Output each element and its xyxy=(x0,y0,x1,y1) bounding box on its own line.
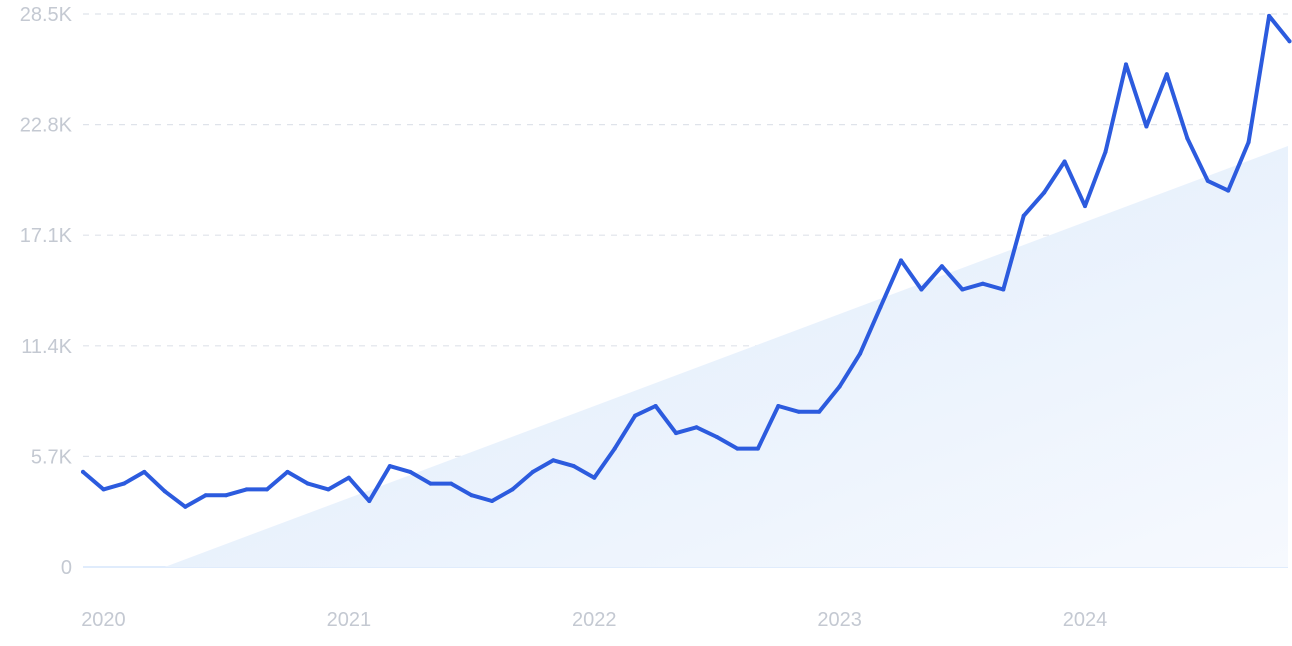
data-point xyxy=(796,409,801,414)
data-point xyxy=(837,384,842,389)
x-axis-ticks: 2020 2021 2022 2023 2024 xyxy=(81,609,1107,631)
trend-area xyxy=(164,145,1288,568)
data-point xyxy=(1287,39,1292,44)
x-tick-label: 2023 xyxy=(817,609,862,631)
data-point xyxy=(510,487,515,492)
series-line xyxy=(81,13,1292,509)
y-tick-label: 28.5K xyxy=(20,4,73,26)
data-point xyxy=(571,464,576,469)
data-point xyxy=(633,413,638,418)
data-point xyxy=(101,487,106,492)
data-point xyxy=(530,469,535,474)
data-point xyxy=(224,493,229,498)
data-point xyxy=(1042,190,1047,195)
data-point xyxy=(1185,136,1190,141)
data-point xyxy=(694,425,699,430)
data-point xyxy=(490,499,494,503)
y-tick-label: 5.7K xyxy=(31,446,73,468)
data-point xyxy=(1246,140,1251,145)
data-point xyxy=(1021,213,1026,218)
x-tick-label: 2022 xyxy=(572,609,617,631)
x-tick-label: 2020 xyxy=(81,609,126,631)
data-point xyxy=(776,404,781,408)
data-point xyxy=(1103,149,1108,154)
data-point xyxy=(612,446,617,451)
data-point xyxy=(367,499,372,503)
data-point xyxy=(449,481,454,486)
x-tick-label: 2024 xyxy=(1063,609,1108,631)
y-tick-label: 11.4K xyxy=(21,336,72,358)
data-point xyxy=(735,446,740,451)
data-point xyxy=(858,351,863,356)
data-point xyxy=(674,431,678,436)
data-point xyxy=(203,493,208,498)
data-point xyxy=(285,469,290,474)
data-point xyxy=(183,504,188,509)
data-point xyxy=(960,287,965,292)
data-point xyxy=(81,469,85,474)
data-point xyxy=(1083,204,1087,209)
data-point xyxy=(1001,287,1006,292)
data-point xyxy=(1164,72,1169,77)
data-point xyxy=(346,475,351,480)
y-tick-label: 22.8K xyxy=(20,115,73,137)
data-point xyxy=(1205,178,1210,183)
data-point xyxy=(653,404,658,408)
data-point xyxy=(1062,159,1067,164)
data-point xyxy=(899,258,903,263)
data-point xyxy=(162,489,167,494)
data-point xyxy=(1124,62,1128,67)
data-point xyxy=(387,464,392,469)
data-point xyxy=(244,487,249,492)
y-axis-ticks: 0 5.7K 11.4K 17.1K 22.8K 28.5K xyxy=(20,4,73,579)
data-point xyxy=(142,469,147,474)
data-point xyxy=(939,264,944,269)
data-point xyxy=(469,493,474,498)
data-point xyxy=(1267,13,1272,18)
data-point xyxy=(305,481,310,486)
data-point xyxy=(551,458,556,463)
data-point xyxy=(265,487,269,492)
data-point xyxy=(919,287,924,292)
data-point xyxy=(755,446,760,451)
y-tick-label: 17.1K xyxy=(20,225,73,247)
data-point xyxy=(592,475,597,480)
data-point xyxy=(326,487,331,492)
data-point xyxy=(878,305,883,309)
data-point xyxy=(980,281,985,286)
trend-area-shape xyxy=(164,145,1288,568)
data-point xyxy=(1144,124,1149,129)
data-point xyxy=(714,435,719,439)
data-point xyxy=(817,409,822,414)
data-point xyxy=(121,481,126,486)
x-tick-label: 2021 xyxy=(327,609,372,631)
data-point xyxy=(1226,188,1231,193)
data-points xyxy=(81,13,1292,509)
series-layer xyxy=(81,13,1292,509)
data-point xyxy=(428,481,433,486)
y-tick-label: 0 xyxy=(61,557,72,579)
data-point xyxy=(408,469,413,474)
